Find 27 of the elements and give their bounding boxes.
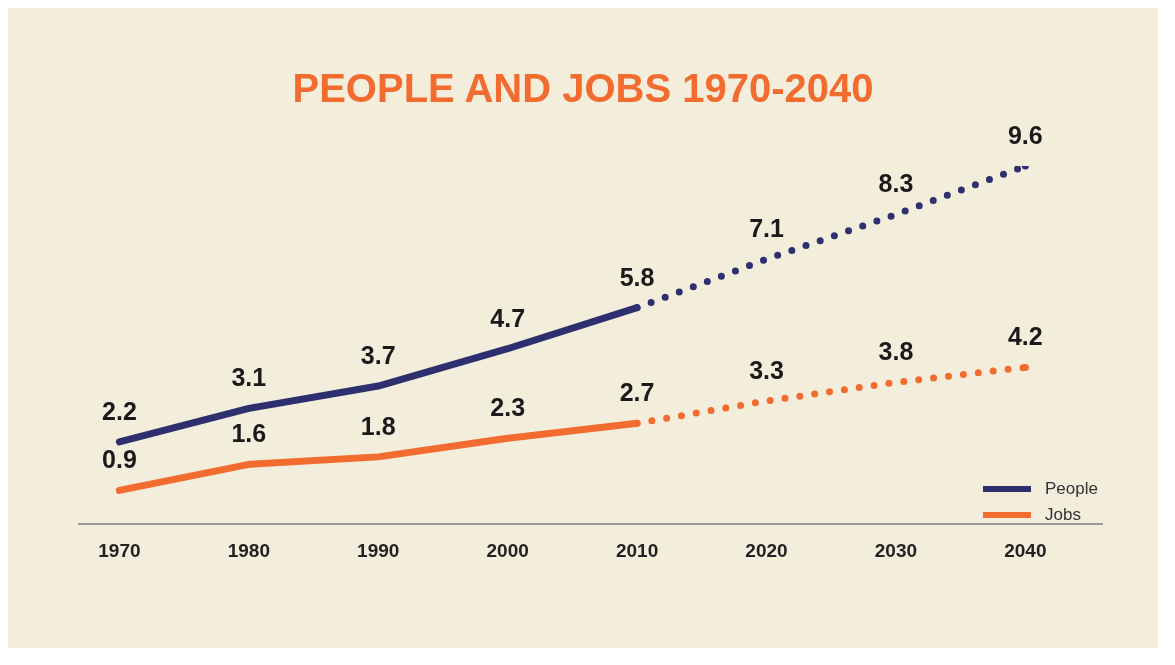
data-label: 2.2	[102, 396, 137, 425]
data-label: 7.1	[749, 214, 784, 243]
data-label: 8.3	[878, 169, 914, 198]
x-tick-label: 2010	[615, 540, 659, 562]
data-label: 4.7	[490, 303, 526, 332]
data-label: 0.9	[102, 445, 137, 474]
x-tick-label: 2020	[745, 540, 788, 562]
data-label: 3.8	[878, 337, 914, 366]
x-tick-label: 2040	[1004, 540, 1047, 562]
data-label: 3.7	[360, 341, 396, 370]
legend-label: Jobs	[1045, 505, 1081, 525]
data-label: 1.8	[360, 411, 396, 440]
data-label: 9.6	[1007, 121, 1043, 149]
x-tick-label: 2030	[874, 540, 918, 562]
x-tick-label: 1990	[357, 540, 400, 562]
data-label: 2.3	[490, 393, 526, 422]
legend-label: People	[1045, 479, 1098, 499]
data-label: 3.1	[231, 363, 267, 392]
data-label: 2.7	[619, 378, 655, 407]
data-label: 3.3	[749, 355, 784, 384]
x-tick-label: 1980	[227, 540, 270, 562]
data-label: 5.8	[619, 262, 655, 291]
data-label: 4.2	[1007, 322, 1043, 351]
chart-title: PEOPLE AND JOBS 1970-2040	[292, 66, 874, 110]
x-tick-label: 2000	[486, 540, 529, 562]
data-label: 1.6	[231, 419, 267, 448]
x-tick-label: 1970	[98, 540, 141, 562]
